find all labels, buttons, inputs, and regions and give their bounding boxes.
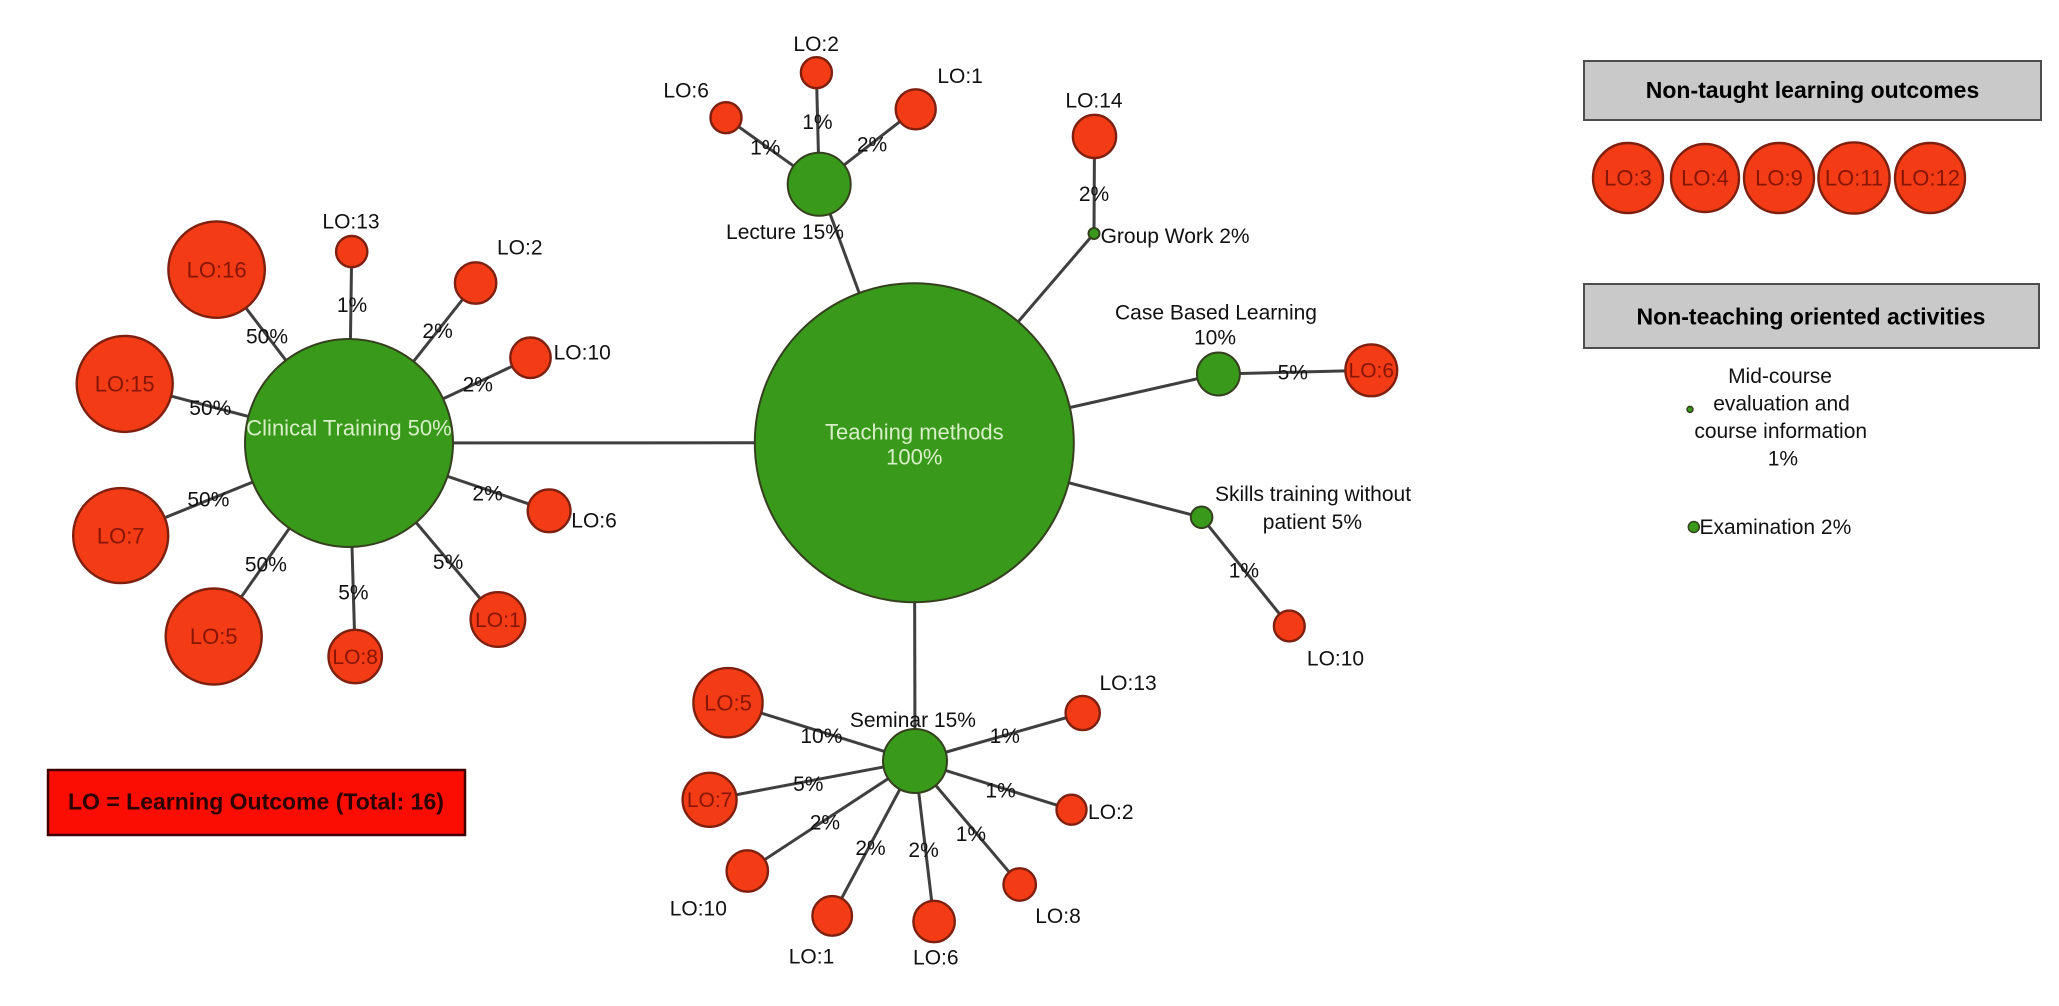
svg-text:2%: 2% [810, 812, 840, 835]
svg-text:LO:8: LO:8 [332, 646, 378, 669]
svg-text:100%: 100% [886, 444, 942, 469]
svg-text:Case Based Learning: Case Based Learning [1115, 302, 1317, 325]
svg-text:Skills training without: Skills training without [1215, 483, 1411, 506]
svg-text:evaluation and: evaluation and [1713, 392, 1850, 415]
svg-text:Teaching methods: Teaching methods [825, 420, 1004, 445]
svg-text:LO:1: LO:1 [475, 609, 521, 632]
svg-text:10%: 10% [800, 725, 842, 748]
svg-text:LO:16: LO:16 [187, 257, 247, 282]
svg-text:LO:10: LO:10 [554, 342, 611, 365]
svg-text:LO:6: LO:6 [1349, 360, 1395, 383]
svg-text:LO:5: LO:5 [704, 690, 752, 715]
svg-text:2%: 2% [855, 837, 885, 860]
svg-text:10%: 10% [1194, 326, 1236, 349]
svg-text:LO:4: LO:4 [1681, 166, 1729, 191]
svg-text:1%: 1% [990, 725, 1020, 748]
svg-text:2%: 2% [857, 133, 887, 156]
svg-text:LO:1: LO:1 [937, 65, 983, 88]
svg-text:LO:13: LO:13 [322, 210, 379, 233]
svg-text:50%: 50% [246, 325, 288, 348]
svg-text:patient 5%: patient 5% [1263, 511, 1362, 534]
svg-text:5%: 5% [1278, 362, 1308, 385]
svg-text:LO:2: LO:2 [497, 236, 543, 259]
svg-text:1%: 1% [1229, 559, 1259, 582]
svg-text:LO:6: LO:6 [571, 509, 617, 532]
svg-text:LO:6: LO:6 [913, 946, 959, 969]
svg-text:50%: 50% [189, 397, 231, 420]
svg-text:5%: 5% [338, 582, 368, 605]
svg-text:LO:15: LO:15 [95, 372, 155, 397]
svg-text:LO:14: LO:14 [1065, 89, 1123, 112]
svg-text:2%: 2% [908, 839, 938, 862]
svg-text:LO:7: LO:7 [687, 789, 733, 812]
svg-text:LO:5: LO:5 [190, 624, 238, 649]
svg-text:LO:1: LO:1 [789, 945, 835, 968]
svg-text:LO:10: LO:10 [670, 898, 727, 921]
svg-text:Non-teaching oriented activiti: Non-teaching oriented activities [1637, 304, 1986, 330]
svg-text:LO:2: LO:2 [793, 33, 839, 56]
svg-text:LO:2: LO:2 [1088, 801, 1134, 824]
svg-text:1%: 1% [1768, 447, 1798, 470]
svg-text:1%: 1% [956, 823, 986, 846]
svg-text:LO:13: LO:13 [1099, 672, 1156, 695]
svg-text:LO:10: LO:10 [1307, 648, 1364, 671]
svg-text:LO:7: LO:7 [97, 523, 145, 548]
svg-text:1%: 1% [750, 136, 780, 159]
svg-text:Examination 2%: Examination 2% [1700, 516, 1852, 539]
svg-text:1%: 1% [337, 294, 367, 317]
svg-text:LO:3: LO:3 [1604, 166, 1652, 191]
svg-text:1%: 1% [802, 111, 832, 134]
svg-text:Seminar 15%: Seminar 15% [850, 709, 976, 732]
svg-text:Group Work 2%: Group Work 2% [1101, 225, 1250, 248]
svg-text:2%: 2% [463, 373, 493, 396]
svg-text:2%: 2% [472, 483, 502, 506]
svg-text:course information: course information [1694, 420, 1867, 443]
svg-text:LO = Learning Outcome (Total:: LO = Learning Outcome (Total: 16) [68, 789, 444, 815]
svg-text:LO:9: LO:9 [1755, 166, 1803, 191]
svg-text:2%: 2% [1079, 183, 1109, 206]
svg-text:LO:12: LO:12 [1900, 166, 1960, 191]
svg-text:LO:8: LO:8 [1035, 905, 1081, 928]
svg-text:5%: 5% [433, 551, 463, 574]
svg-text:Lecture 15%: Lecture 15% [726, 221, 844, 244]
svg-text:Mid-course: Mid-course [1728, 365, 1832, 388]
svg-text:5%: 5% [793, 773, 823, 796]
svg-text:50%: 50% [187, 489, 229, 512]
svg-text:LO:11: LO:11 [1825, 166, 1883, 191]
svg-text:2%: 2% [422, 320, 452, 343]
svg-text:1%: 1% [985, 780, 1015, 803]
svg-text:LO:6: LO:6 [663, 79, 709, 102]
svg-text:Clinical Training 50%: Clinical Training 50% [246, 415, 451, 440]
svg-text:50%: 50% [245, 554, 287, 577]
svg-text:Non-taught learning outcomes: Non-taught learning outcomes [1646, 77, 1980, 103]
